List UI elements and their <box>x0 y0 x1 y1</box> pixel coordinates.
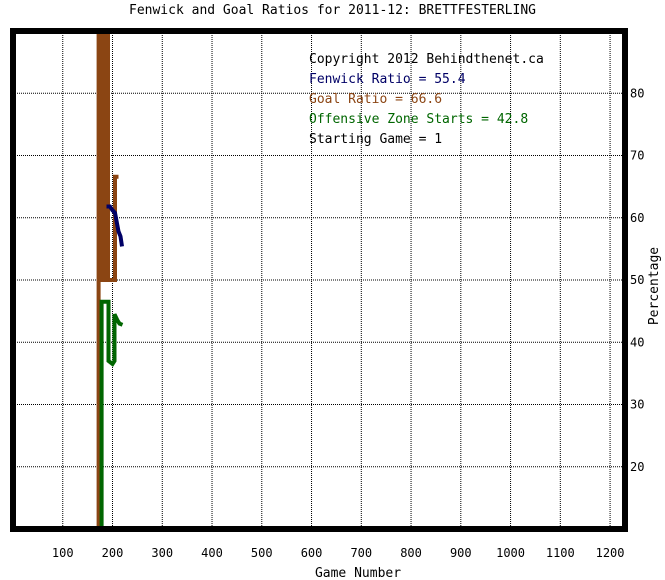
x-axis-title: Game Number <box>315 566 401 580</box>
x-tick-label: 1000 <box>496 546 525 560</box>
y-tick-label: 70 <box>630 149 644 163</box>
x-tick-label: 1200 <box>596 546 625 560</box>
y-tick-labels: 20 30 40 50 60 70 80 <box>630 86 644 474</box>
x-tick-label: 800 <box>400 546 422 560</box>
y-tick-label: 80 <box>630 86 644 100</box>
x-tick-label: 400 <box>201 546 223 560</box>
x-tick-labels: 100 200 300 400 500 600 700 800 900 1000 1100 1200 <box>52 546 625 560</box>
x-tick-label: 300 <box>151 546 173 560</box>
series-lines <box>96 29 124 529</box>
y-tick-label: 60 <box>630 211 644 225</box>
legend-annotation: Starting Game = 1 <box>309 132 442 147</box>
series-line-1 <box>106 204 124 247</box>
legend-annotation: Fenwick Ratio = 55.4 <box>309 72 466 87</box>
x-tick-label: 100 <box>52 546 74 560</box>
x-tick-label: 200 <box>102 546 124 560</box>
legend-annotation: Offensive Zone Starts = 42.8 <box>309 112 528 127</box>
legend-annotations: Copyright 2012 Behindthenet.ca Fenwick Ra… <box>309 52 544 147</box>
x-tick-label: 700 <box>350 546 372 560</box>
plot-frame <box>10 28 628 532</box>
legend-annotation: Goal Ratio = 66.6 <box>309 92 442 107</box>
legend-annotation: Copyright 2012 Behindthenet.ca <box>309 52 544 67</box>
chart-title: Fenwick and Goal Ratios for 2011-12: BRE… <box>129 3 536 18</box>
x-tick-label: 1100 <box>546 546 575 560</box>
series-line-2 <box>99 299 124 529</box>
x-tick-label: 500 <box>251 546 273 560</box>
y-tick-label: 30 <box>630 398 644 412</box>
gridlines <box>13 31 625 529</box>
x-tick-label: 900 <box>450 546 472 560</box>
y-tick-label: 50 <box>630 273 644 287</box>
y-tick-label: 20 <box>630 460 644 474</box>
x-tick-label: 600 <box>301 546 323 560</box>
y-axis-title: Percentage <box>647 247 662 325</box>
y-tick-label: 40 <box>630 335 644 349</box>
